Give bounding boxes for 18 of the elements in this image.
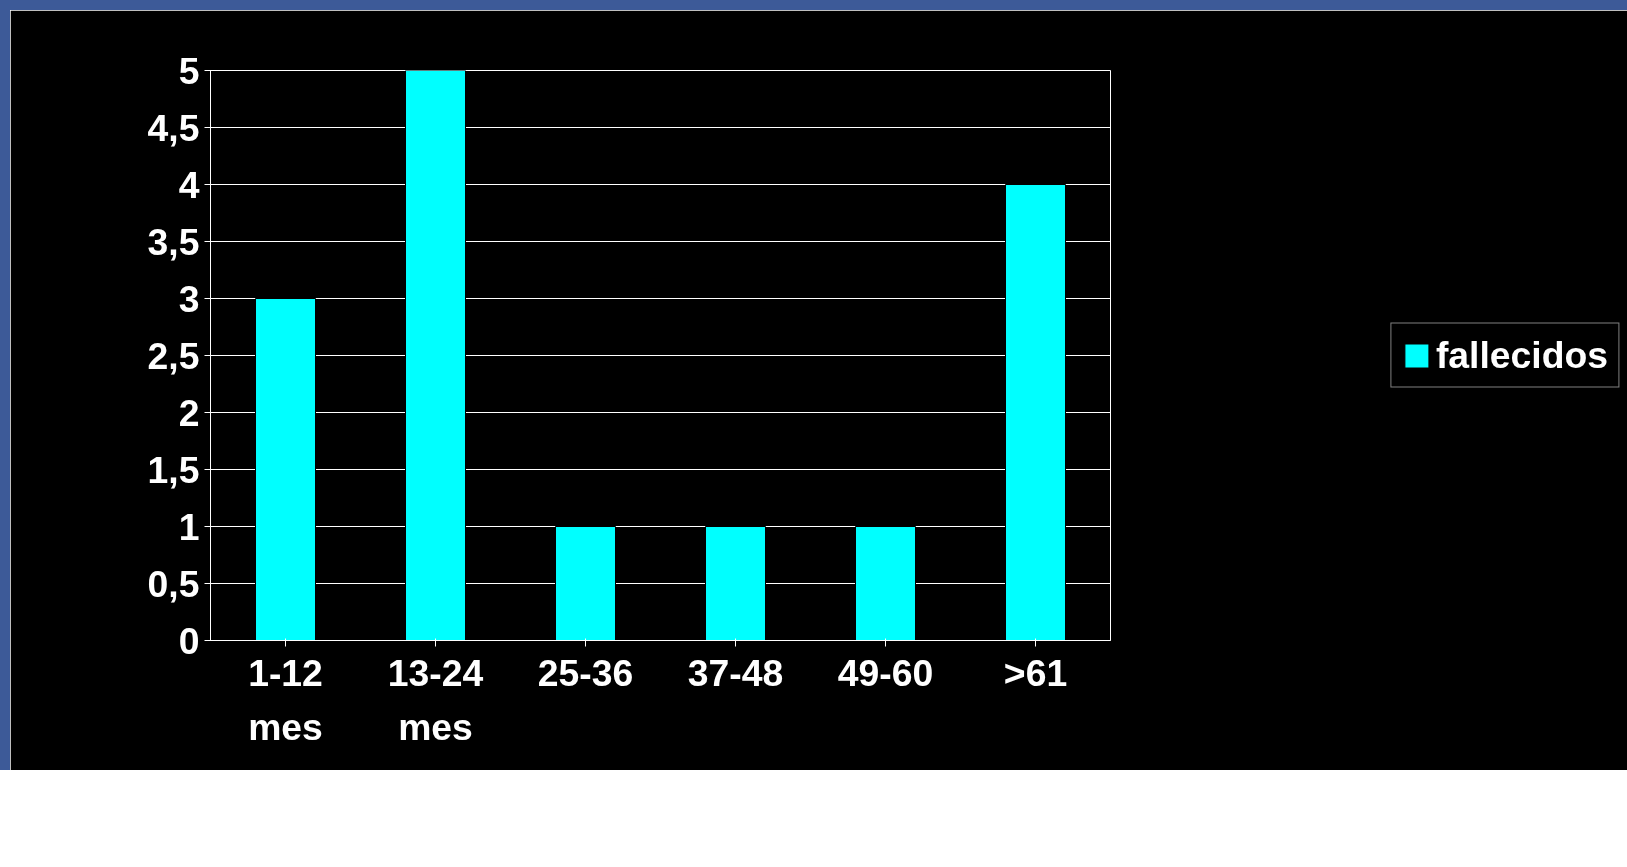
x-tick-label: 1-12 mes xyxy=(248,651,323,749)
y-tick-label: 1,5 xyxy=(147,448,200,491)
y-tick-label: 1 xyxy=(178,505,200,548)
x-tick-label: 25-36 xyxy=(537,651,634,694)
y-tick-label: 4,5 xyxy=(147,106,200,149)
y-tick-label: 2 xyxy=(178,391,200,434)
legend-label: fallecidos xyxy=(1435,333,1609,377)
y-tick-label: 5 xyxy=(178,49,200,92)
x-tick-label: 49-60 xyxy=(837,651,934,694)
x-tick-label: 13-24 mes xyxy=(387,651,484,749)
y-tick-label: 2,5 xyxy=(147,334,200,377)
y-tick-label: 4 xyxy=(178,163,200,206)
y-tick-label: 0,5 xyxy=(147,562,200,605)
x-tick-label: 37-48 xyxy=(687,651,784,694)
x-tick-label: >61 xyxy=(1003,651,1068,694)
y-tick-label: 3 xyxy=(178,277,200,320)
y-tick-label: 0 xyxy=(178,619,200,662)
y-tick-label: 3,5 xyxy=(147,220,200,263)
